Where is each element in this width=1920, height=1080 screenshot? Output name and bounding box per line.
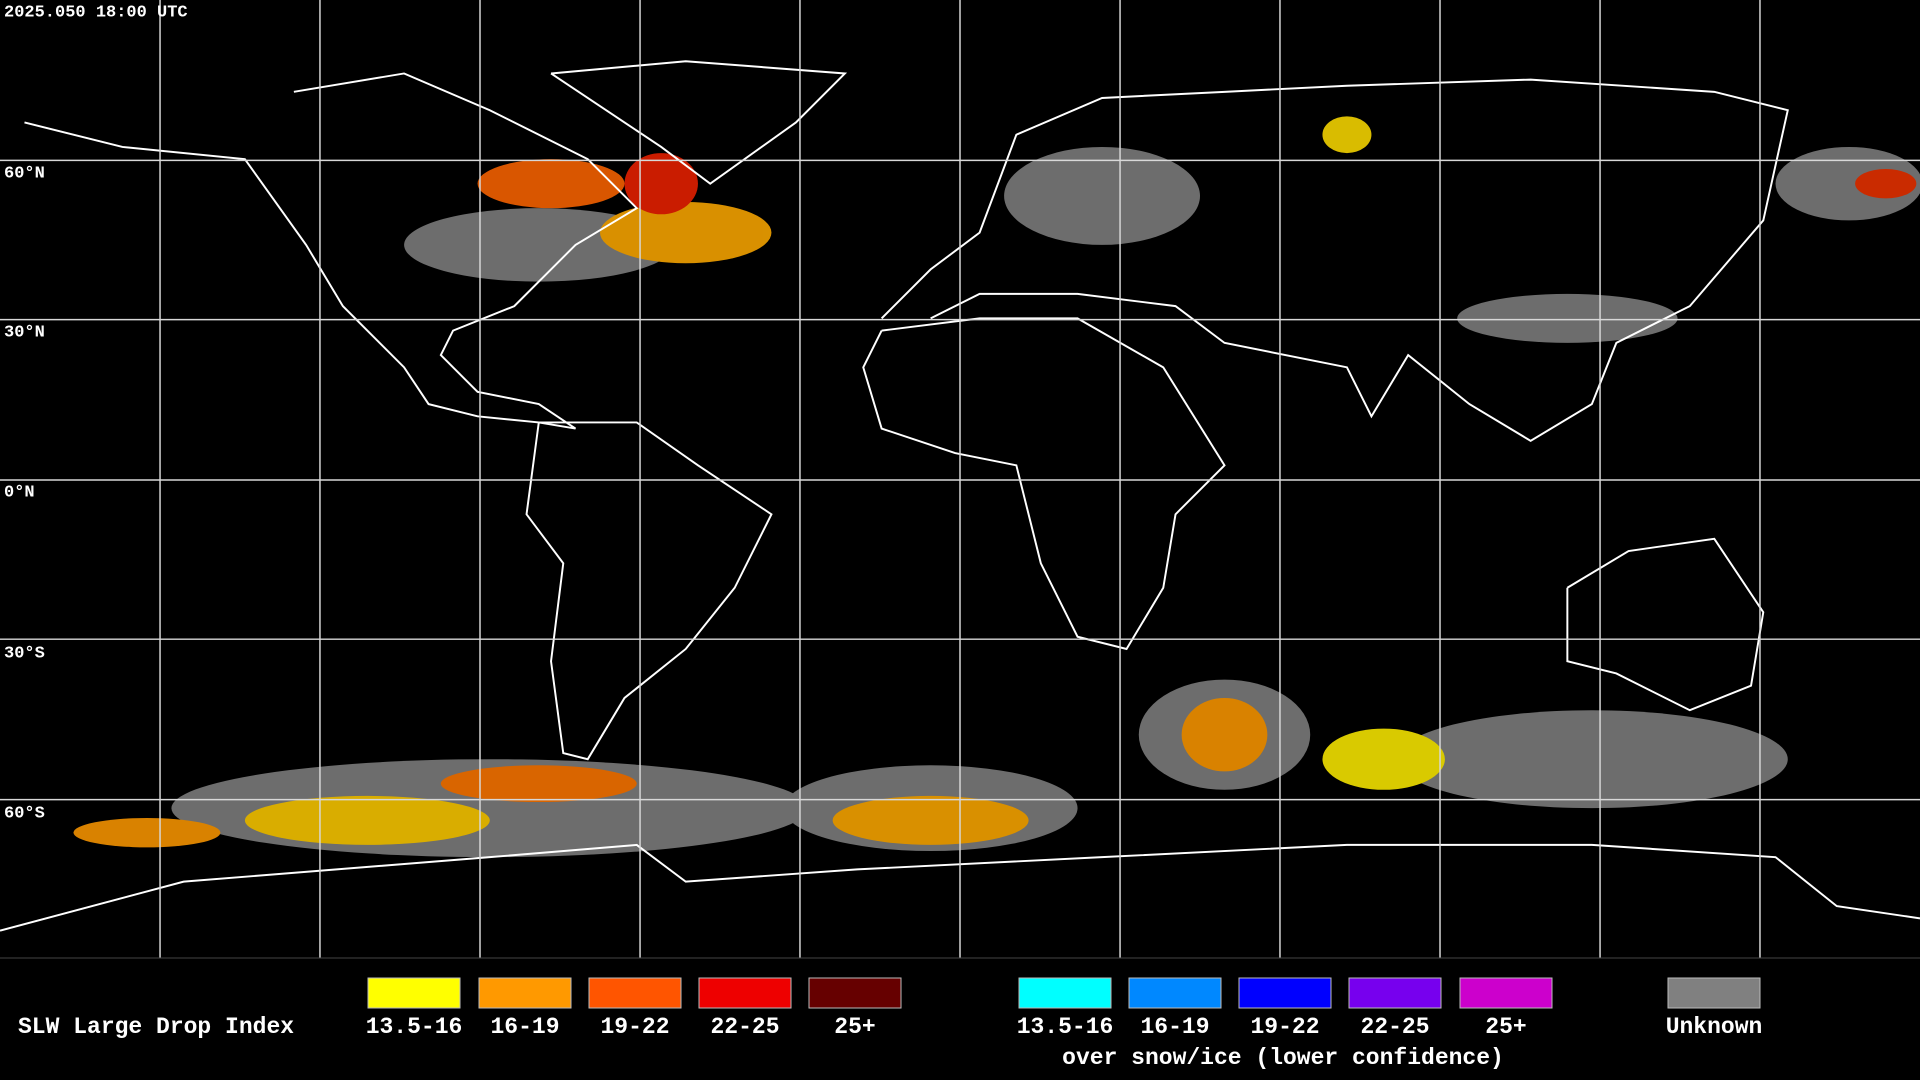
legend-swatch xyxy=(1128,977,1222,1009)
legend-swatch xyxy=(1348,977,1442,1009)
latitude-label: 60°N xyxy=(4,164,45,183)
legend-caption: over snow/ice (lower confidence) xyxy=(1062,1045,1504,1071)
legend-label: 19-22 xyxy=(1250,1014,1319,1040)
map xyxy=(0,0,1920,958)
timestamp: 2025.050 18:00 UTC xyxy=(4,3,188,22)
latitude-label: 30°N xyxy=(4,323,45,342)
legend-label: 22-25 xyxy=(1360,1014,1429,1040)
legend-swatch xyxy=(1018,977,1112,1009)
latitude-label: 30°S xyxy=(4,644,45,663)
legend-label: 16-19 xyxy=(1140,1014,1209,1040)
latitude-label: 0°N xyxy=(4,483,35,502)
legend-label: 13.5-16 xyxy=(1017,1014,1114,1040)
graticule xyxy=(0,0,1920,958)
coastlines xyxy=(0,60,1920,932)
legend-swatch xyxy=(698,977,792,1009)
legend-label: 22-25 xyxy=(710,1014,779,1040)
legend-swatch xyxy=(1238,977,1332,1009)
legend-label: 16-19 xyxy=(490,1014,559,1040)
legend-swatch xyxy=(1667,977,1761,1009)
legend-label: 13.5-16 xyxy=(366,1014,463,1040)
legend-swatch xyxy=(367,977,461,1009)
legend-swatch xyxy=(808,977,902,1009)
legend-label: 19-22 xyxy=(600,1014,669,1040)
legend-label: 25+ xyxy=(834,1014,875,1040)
legend-swatch xyxy=(1459,977,1553,1009)
legend-swatch xyxy=(478,977,572,1009)
legend-swatch xyxy=(588,977,682,1009)
legend-label: Unknown xyxy=(1666,1014,1763,1040)
legend-label: 25+ xyxy=(1485,1014,1526,1040)
latitude-label: 60°S xyxy=(4,804,45,823)
legend-title: SLW Large Drop Index xyxy=(18,1014,294,1040)
